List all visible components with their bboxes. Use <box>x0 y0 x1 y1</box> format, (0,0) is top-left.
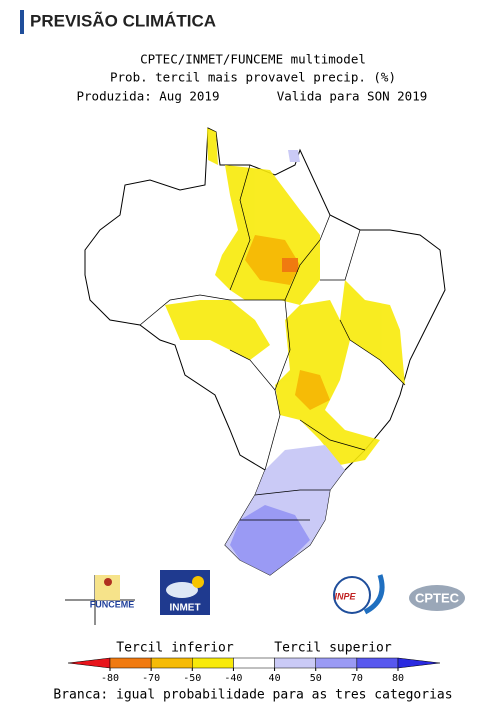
colorbar-arrow <box>397 657 441 669</box>
colorbar-tick-label: -40 <box>224 673 242 684</box>
legend-lower-label: Tercil inferior <box>116 641 234 656</box>
blue-area-mid <box>230 505 310 575</box>
brazil-outline <box>84 127 446 576</box>
legend-note: Branca: igual probabilidade para as tres… <box>53 688 452 703</box>
legend-upper-label: Tercil superior <box>274 641 392 656</box>
gold-areas <box>245 235 330 410</box>
colorbar-segment <box>109 657 152 669</box>
colorbar-tick-label: -80 <box>101 673 119 684</box>
logo-text: INPE <box>334 591 356 601</box>
colorbar-segment <box>233 657 275 669</box>
colorbar-segment <box>356 657 399 669</box>
map <box>84 127 446 576</box>
map-subtitle: Prob. tercil mais provavel precip. (%) <box>110 70 396 85</box>
colorbar-segment <box>150 657 193 669</box>
colorbar-tick-label: -50 <box>183 673 201 684</box>
logo-funceme: FUNCEME <box>65 575 135 625</box>
logo-text: FUNCEME <box>90 599 135 609</box>
produced: Produzida: Aug 2019 <box>77 89 220 104</box>
colorbar-segment <box>315 657 358 669</box>
logo-text: INMET <box>169 603 200 614</box>
orange-area <box>282 258 298 272</box>
colorbar-segment <box>192 657 234 669</box>
colorbar: -80 -70 -50 -40 40 50 70 80 <box>67 657 441 684</box>
logo-inmet: INMET <box>160 570 210 615</box>
logo-cptec: CPTEC <box>409 585 465 611</box>
header-bar <box>20 10 24 34</box>
colorbar-tick-label: 70 <box>351 673 363 684</box>
valid: Valida para SON 2019 <box>277 89 428 104</box>
colorbar-tick-label: 40 <box>269 673 281 684</box>
header-title: PREVISÃO CLIMÁTICA <box>30 10 216 30</box>
map-title: CPTEC/INMET/FUNCEME multimodel <box>140 52 366 67</box>
state-lines <box>139 164 406 521</box>
colorbar-tick-label: -70 <box>142 673 160 684</box>
colorbar-arrow <box>67 657 111 669</box>
colorbar-tick-label: 80 <box>392 673 404 684</box>
colorbar-segment <box>274 657 316 669</box>
colorbar-tick-label: 50 <box>310 673 322 684</box>
logo-inpe: INPE <box>333 574 385 615</box>
logo-text: CPTEC <box>415 590 460 605</box>
